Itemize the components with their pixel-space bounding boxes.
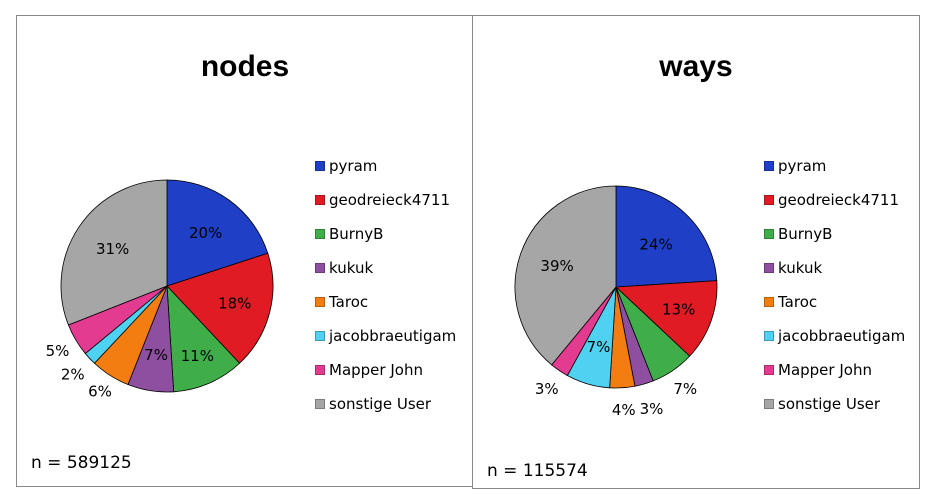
pie-slice-pyram [166,179,269,287]
slice-value-label: 5% [46,342,70,360]
legend-swatch [315,331,325,341]
legend-label: Taroc [778,293,818,311]
legend-swatch [315,365,325,375]
pie-slice-burnyb [166,284,241,393]
legend-label: jacobbraeutigam [329,327,457,345]
ways-chart-panel: ways 24% 13% 7% 3% 4% 7% 3% 39% pyram geodreieck… [472,15,920,489]
legend-item: sonstige User [315,395,456,429]
legend-label: Taroc [329,293,369,311]
slice-value-label: 7% [144,346,168,364]
sample-size-note: n = 589125 [31,453,132,473]
legend-label: Mapper John [778,361,872,379]
legend-item: Taroc [764,293,905,327]
slice-value-label: 3% [535,380,559,398]
legend-label: BurnyB [329,225,384,243]
legend-label: geodreieck4711 [778,191,900,209]
legend-label: pyram [778,157,827,175]
legend-swatch [764,365,774,375]
slice-value-label: 18% [218,294,251,312]
pie-slice-geodreieck4711 [166,252,274,364]
legend-label: pyram [329,157,378,175]
slice-value-label: 20% [189,224,222,242]
legend-label: BurnyB [778,225,833,243]
legend-swatch [315,263,325,273]
sample-size-note: n = 115574 [487,461,588,481]
legend-item: Mapper John [315,361,456,395]
legend-label: kukuk [329,259,374,277]
legend-swatch [315,297,325,307]
legend-label: Mapper John [329,361,423,379]
slice-value-label: 4% [612,401,636,419]
pie-slice-pyram [615,185,718,288]
legend-swatch [764,229,774,239]
slice-value-label: 7% [587,338,611,356]
nodes-legend: pyram geodreieck4711 BurnyB kukuk Taroc jacob… [315,157,456,429]
legend-item: jacobbraeutigam [764,327,905,361]
pie-slice-sonstige-user [514,185,617,366]
legend-item: geodreieck4711 [315,191,456,225]
legend-swatch [315,161,325,171]
legend-label: sonstige User [778,395,881,413]
legend-item: geodreieck4711 [764,191,905,225]
nodes-pie-chart: 20% 18% 11% 7% 6%2% 5% 31% [46,179,274,401]
legend-swatch [315,399,325,409]
ways-pie-chart: 24%13%7%3%4%7%3%39% [514,185,718,419]
legend-item: Taroc [315,293,456,327]
slice-value-label: 2% [61,366,85,384]
chart-title: ways [659,50,733,83]
legend-item: kukuk [764,259,905,293]
slice-value-label: 39% [540,257,573,275]
legend-label: kukuk [778,259,823,277]
legend-label: jacobbraeutigam [778,327,906,345]
slice-value-label: 31% [96,240,129,258]
legend-item: kukuk [315,259,456,293]
legend-item: BurnyB [315,225,456,259]
legend-swatch [764,161,774,171]
legend-swatch [764,195,774,205]
legend-item: Mapper John [764,361,905,395]
ways-legend: pyram geodreieck4711 BurnyB kukuk Taroc jacob… [764,157,905,429]
legend-swatch [315,229,325,239]
legend-item: jacobbraeutigam [315,327,456,361]
slice-value-label: 3% [640,400,664,418]
legend-label: sonstige User [329,395,432,413]
legend-item: pyram [315,157,456,191]
pie-slice-sonstige-user [60,179,168,326]
chart-title: nodes [200,50,290,83]
legend-item: sonstige User [764,395,905,429]
legend-swatch [764,399,774,409]
pie-slice-geodreieck4711 [615,280,718,357]
legend-swatch [315,195,325,205]
legend-swatch [764,331,774,341]
slice-value-label: 11% [181,347,214,365]
legend-label: geodreieck4711 [329,191,451,209]
legend-item: pyram [764,157,905,191]
slice-value-label: 13% [662,301,695,319]
legend-swatch [764,263,774,273]
legend-item: BurnyB [764,225,905,259]
slice-value-label: 6% [88,383,112,401]
slice-value-label: 7% [673,380,697,398]
slice-value-label: 24% [639,235,672,253]
legend-swatch [764,297,774,307]
nodes-chart-panel: nodes 20% 18% 11% 7% 6% 2% 5% 31% pyram geodreie… [16,15,474,487]
